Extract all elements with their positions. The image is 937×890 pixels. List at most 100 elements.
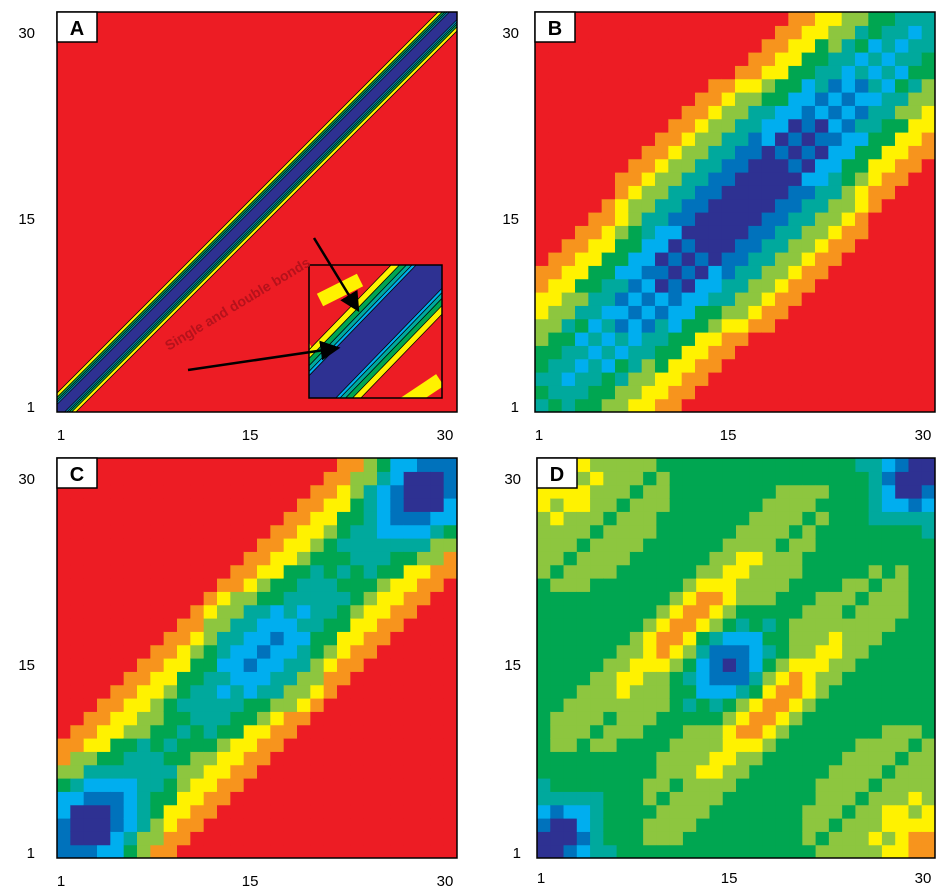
panel-b-cell — [721, 52, 736, 66]
panel-c-cell — [123, 511, 138, 526]
panel-c-cell — [230, 684, 245, 699]
panel-d-cell — [855, 524, 870, 539]
panel-d-cell — [775, 738, 790, 752]
panel-d-cell — [828, 764, 843, 779]
panel-c-cell — [310, 658, 325, 672]
panel-b-cell — [601, 265, 616, 280]
panel-c-cell — [350, 831, 365, 846]
panel-d-cell — [669, 484, 684, 499]
panel-d-cell — [563, 791, 578, 806]
panel-b-cell — [868, 212, 883, 226]
panel-b-cell — [721, 185, 736, 200]
panel-b-cell — [815, 198, 829, 213]
panel-c-cell — [97, 764, 111, 779]
panel-c-cell — [70, 738, 85, 752]
panel-d-cell — [722, 511, 737, 526]
panel-d-cell — [855, 684, 870, 699]
panel-c-cell — [123, 658, 138, 672]
panel-c-cell — [190, 738, 205, 752]
panel-d-cell — [855, 458, 870, 472]
panel-d-cell — [643, 684, 657, 699]
panel-b-cell — [801, 198, 816, 213]
panel-d-cell — [762, 604, 777, 619]
panel-b-cell — [601, 118, 616, 133]
panel-d-cell — [656, 644, 671, 659]
panel-c-cell — [123, 791, 138, 806]
panel-d-cell — [749, 484, 764, 499]
panel-b-cell — [868, 292, 883, 306]
panel-b-cell — [748, 398, 763, 412]
panel-d-cell — [828, 551, 843, 566]
panel-c-cell — [417, 578, 431, 592]
panel-c-cell — [270, 484, 285, 499]
panel-d-cell — [789, 724, 803, 739]
panel-d-cell — [537, 671, 551, 686]
panel-d-cell — [828, 644, 843, 659]
panel-b-cell — [828, 198, 843, 213]
panel-d-cell — [881, 658, 896, 672]
panel-d-cell — [895, 831, 910, 846]
panel-b-cell — [788, 318, 803, 333]
panel-b-cell — [775, 12, 789, 26]
panel-d-cell — [881, 751, 896, 766]
panel-d-cell — [921, 804, 935, 819]
panel-b-cell — [561, 265, 576, 280]
panel-a-frame — [56, 11, 458, 413]
panel-b-cell — [575, 65, 589, 80]
panel-c-cell — [217, 831, 231, 846]
panel-b-cell — [535, 345, 549, 360]
panel-b-cell — [655, 265, 669, 280]
panel-c-cell — [323, 471, 338, 486]
panel-c-cell — [363, 738, 378, 752]
panel-c-cell — [390, 591, 405, 606]
panel-d-cell — [895, 818, 910, 832]
panel-d-cell — [669, 818, 684, 832]
panel-d-cell — [762, 791, 777, 806]
panel-d-cell — [842, 618, 856, 632]
panel-b-cell — [828, 238, 843, 253]
panel-c-cell — [137, 671, 151, 686]
panel-c-cell — [57, 578, 71, 592]
panel-d-cell — [629, 618, 644, 632]
panel-d-cell — [921, 524, 935, 539]
panel-b-cell — [815, 398, 829, 412]
panel-d-cell — [855, 578, 870, 592]
panel-d-cell — [643, 778, 657, 792]
y-tick-label: 1 — [27, 399, 35, 416]
panel-b-cell — [775, 145, 789, 160]
panel-d-cell — [629, 511, 644, 526]
panel-c-cell — [350, 458, 365, 472]
panel-b-cell — [561, 252, 576, 266]
panel-b-cell — [921, 92, 935, 106]
panel-d-cell — [656, 844, 671, 858]
panel-d-cell — [669, 471, 684, 486]
panel-d-cell — [603, 458, 618, 472]
panel-b-cell — [788, 332, 803, 346]
panel-b-cell — [535, 305, 549, 320]
panel-d-cell — [603, 538, 618, 552]
panel-d-cell — [629, 831, 644, 846]
panel-d-cell — [789, 644, 803, 659]
panel-d-cell — [736, 764, 750, 779]
panel-c-cell — [430, 644, 445, 659]
panel-c-cell — [270, 778, 285, 792]
panel-d-cell — [802, 524, 817, 539]
panel-b-cell — [841, 198, 856, 213]
panel-d-cell — [709, 484, 724, 499]
panel-c-cell — [123, 818, 138, 832]
panel-b-cell — [895, 145, 909, 160]
panel-b-cell — [615, 12, 629, 26]
panel-d-cell — [828, 471, 843, 486]
panel-d-cell — [643, 644, 657, 659]
panel-d-cell — [696, 818, 711, 832]
panel-b-cell — [601, 398, 616, 412]
panel-d-cell — [682, 684, 697, 699]
panel-d-cell — [563, 778, 578, 792]
panel-c-cell — [110, 844, 125, 858]
panel-c-cell — [123, 631, 138, 646]
panel-d-cell — [669, 711, 684, 726]
panel-d-cell — [709, 818, 724, 832]
panel-d-cell — [908, 591, 923, 606]
